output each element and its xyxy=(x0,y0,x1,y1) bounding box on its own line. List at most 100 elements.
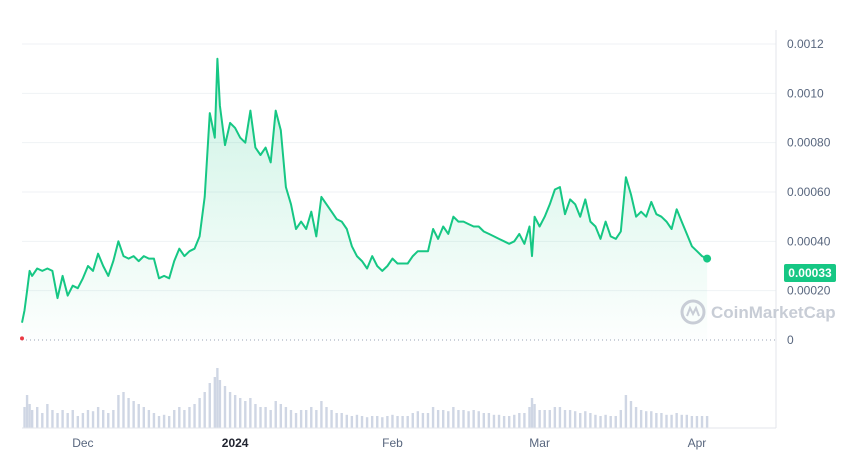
volume-bar xyxy=(634,407,638,428)
volume-bar xyxy=(609,416,612,428)
volume-bar xyxy=(365,417,369,428)
price-area-fill xyxy=(22,58,708,341)
volume-bar xyxy=(310,407,313,428)
coinmarketcap-watermark: CoinMarketCap xyxy=(680,299,836,325)
volume-bar xyxy=(112,410,115,428)
x-tick-label: Apr xyxy=(688,436,707,450)
volume-bar xyxy=(700,416,704,428)
start-price-marker xyxy=(20,336,24,341)
volume-bar xyxy=(233,395,237,428)
volume-bar xyxy=(396,416,399,428)
volume-bar xyxy=(523,413,526,428)
volume-bar xyxy=(66,413,69,428)
volume-bar xyxy=(477,411,480,428)
volume-bar xyxy=(340,413,343,428)
volume-bar xyxy=(370,416,374,428)
volume-bar xyxy=(401,416,404,428)
volume-bar xyxy=(513,414,516,428)
x-tick-label: Mar xyxy=(529,436,550,450)
volume-bar xyxy=(472,410,475,428)
volume-bar xyxy=(629,401,633,428)
volume-bar xyxy=(360,416,364,428)
y-tick-label: 0.0010 xyxy=(787,86,824,100)
volume-bar xyxy=(96,407,100,428)
volume-bar xyxy=(30,410,34,428)
volume-bar xyxy=(452,407,455,428)
volume-bar xyxy=(447,411,450,428)
volume-bar xyxy=(584,411,587,428)
volume-bar xyxy=(239,398,242,428)
volume-bar xyxy=(259,407,262,428)
volume-bar xyxy=(624,395,628,428)
volume-bar xyxy=(563,410,567,428)
volume-bar xyxy=(208,383,211,428)
x-tick-label: Dec xyxy=(72,436,93,450)
volume-bar xyxy=(426,413,430,428)
volume-bar xyxy=(411,413,414,428)
volume-bar xyxy=(670,414,673,428)
volume-bar xyxy=(685,414,689,428)
volume-bar xyxy=(530,398,534,428)
volume-bar xyxy=(528,407,531,428)
volume-bar xyxy=(457,410,460,428)
current-price-label: 0.00033 xyxy=(788,266,832,280)
volume-bar xyxy=(507,416,511,428)
volume-bar xyxy=(36,407,39,428)
volume-bar xyxy=(573,411,577,428)
volume-bar xyxy=(320,401,323,428)
volume-bar xyxy=(589,413,592,428)
volume-bar xyxy=(23,407,26,428)
x-tick-label: 2024 xyxy=(222,436,249,450)
y-axis: 0.0012 0.0010 0.00080 0.00060 0.00040 0.00020… xyxy=(787,37,831,347)
volume-bar xyxy=(28,404,31,428)
volume-bar xyxy=(76,416,80,428)
volume-bar xyxy=(645,411,648,428)
volume-bar xyxy=(147,410,151,428)
volume-bar xyxy=(487,413,491,428)
volume-bar xyxy=(442,410,445,428)
volume-bar xyxy=(705,416,709,428)
y-tick-label: 0 xyxy=(787,333,794,347)
volume-bar xyxy=(436,410,440,428)
volume-bar xyxy=(386,416,389,428)
volume-bar xyxy=(289,410,293,428)
volume-bar xyxy=(650,411,653,428)
volume-bar xyxy=(568,410,572,428)
volume-bar xyxy=(137,404,140,428)
volume-bar xyxy=(254,404,257,428)
volume-bar xyxy=(553,407,557,428)
volume-bar xyxy=(41,413,44,428)
volume-bar xyxy=(152,413,156,428)
volume-bar xyxy=(548,410,551,428)
volume-bar xyxy=(416,411,420,428)
volume-bar xyxy=(558,407,562,428)
volume-bar xyxy=(71,410,74,428)
volume-bar xyxy=(604,414,607,428)
volume-bar xyxy=(188,407,191,428)
volume-bar xyxy=(376,416,379,428)
volume-bar xyxy=(325,407,328,428)
y-tick-label: 0.00040 xyxy=(787,234,831,248)
volume-bar xyxy=(431,407,435,428)
y-tick-label: 0.00080 xyxy=(787,136,831,150)
volume-bar xyxy=(665,414,668,428)
volume-bar xyxy=(533,404,536,428)
volume-bar xyxy=(274,401,277,428)
volume-bar xyxy=(117,395,120,428)
volume-bar xyxy=(132,401,135,428)
current-price-dot[interactable] xyxy=(703,254,712,263)
volume-bar xyxy=(299,410,303,428)
volume-bar xyxy=(406,416,409,428)
volume-bar xyxy=(330,410,333,428)
volume-bar xyxy=(315,410,318,428)
price-area xyxy=(22,58,708,341)
price-line[interactable] xyxy=(21,57,708,323)
price-line-path[interactable] xyxy=(21,57,708,323)
volume-bar xyxy=(462,410,465,428)
volume-bar xyxy=(335,413,338,428)
volume-bar xyxy=(284,407,288,428)
volume-bar xyxy=(391,414,394,428)
volume-bar xyxy=(244,401,247,428)
volume-bar xyxy=(304,410,308,428)
